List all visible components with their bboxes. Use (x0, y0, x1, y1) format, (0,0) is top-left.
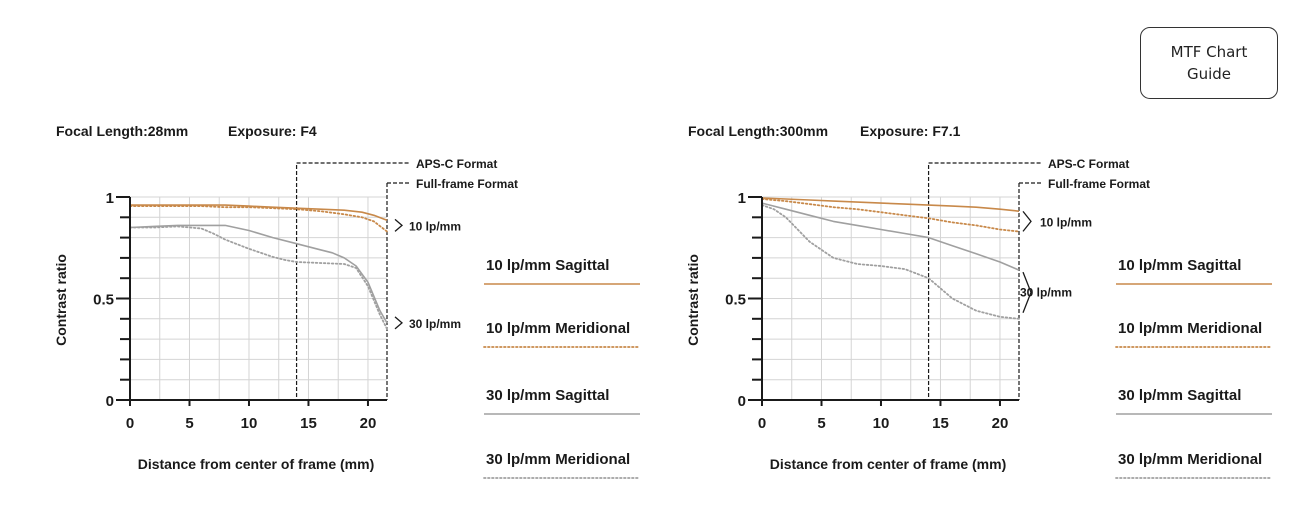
x-axis-title: Distance from center of frame (mm) (138, 456, 375, 472)
group-label: 30 lp/mm (1020, 285, 1072, 299)
format-label: APS-C Format (1048, 157, 1129, 171)
y-axis-title: Contrast ratio (53, 254, 69, 346)
x-tick-label: 0 (126, 415, 134, 432)
plot-axes (116, 196, 387, 406)
group-label: 10 lp/mm (409, 219, 461, 233)
format-markers: APS-C Format Full-frame Format (927, 157, 1150, 400)
frequency-group-labels: 10 lp/mm 30 lp/mm (394, 218, 461, 331)
x-tick-label: 5 (185, 415, 193, 432)
guide-button-line1: MTF Chart (1170, 43, 1248, 61)
y-tick-label: 0.5 (93, 292, 114, 309)
format-label: Full-frame Format (416, 177, 518, 191)
exposure-label: Exposure: F7.1 (860, 123, 961, 139)
legend-label: 30 lp/mm Meridional (486, 451, 630, 468)
plot-axes (748, 196, 1019, 406)
legend: 10 lp/mm Sagittal 10 lp/mm Meridional 30 l… (483, 257, 641, 479)
series-line-10-lp-mm-meridional (761, 198, 1020, 233)
x-tick-labels: 0 5 10 15 20 (126, 415, 376, 432)
plot-grid (762, 196, 1019, 400)
group-bracket (1022, 271, 1032, 313)
series-line-30-lp-mm-sagittal (129, 224, 388, 324)
frequency-group-labels: 10 lp/mm 30 lp/mm (1020, 210, 1092, 313)
series-line-10-lp-mm-sagittal (130, 204, 388, 222)
legend-label: 10 lp/mm Meridional (486, 320, 630, 337)
mtf-chart-28mm: Focal Length:28mm Exposure: F4 APS-C For… (53, 123, 641, 479)
format-label: Full-frame Format (1048, 177, 1150, 191)
focal-length-label: Focal Length:300mm (688, 123, 828, 139)
plot-grid (130, 196, 387, 400)
y-tick-label: 1 (738, 190, 746, 207)
x-tick-label: 15 (300, 415, 317, 432)
legend-label: 10 lp/mm Sagittal (1118, 257, 1241, 274)
legend-label: 10 lp/mm Sagittal (486, 257, 609, 274)
legend-label: 30 lp/mm Sagittal (486, 387, 609, 404)
exposure-label: Exposure: F4 (228, 123, 317, 139)
format-label: APS-C Format (416, 157, 497, 171)
x-axis-title: Distance from center of frame (mm) (770, 456, 1007, 472)
group-chevron (1022, 210, 1032, 232)
y-axis-title: Contrast ratio (685, 254, 701, 346)
x-tick-labels: 0 5 10 15 20 (758, 415, 1008, 432)
group-chevron (394, 218, 403, 232)
group-label: 10 lp/mm (1040, 215, 1092, 229)
x-tick-label: 15 (932, 415, 949, 432)
y-tick-label: 1 (106, 190, 114, 207)
series-line-10-lp-mm-meridional (129, 205, 388, 233)
x-tick-label: 5 (817, 415, 825, 432)
y-tick-labels: 00.51 (725, 190, 746, 410)
y-tick-label: 0 (738, 393, 746, 410)
legend-label: 30 lp/mm Sagittal (1118, 387, 1241, 404)
series-line-10-lp-mm-sagittal (761, 197, 1020, 212)
x-tick-label: 10 (873, 415, 890, 432)
focal-length-label: Focal Length:28mm (56, 123, 188, 139)
y-tick-labels: 00.51 (93, 190, 114, 410)
x-tick-label: 20 (992, 415, 1009, 432)
format-markers: APS-C Format Full-frame Format (295, 157, 518, 400)
legend: 10 lp/mm Sagittal 10 lp/mm Meridional 30 l… (1115, 257, 1273, 479)
x-tick-label: 0 (758, 415, 766, 432)
guide-button-line2: Guide (1186, 65, 1232, 83)
y-tick-label: 0.5 (725, 292, 746, 309)
group-label: 30 lp/mm (409, 317, 461, 331)
series-line-30-lp-mm-sagittal (761, 202, 1020, 271)
x-tick-label: 10 (241, 415, 258, 432)
mtf-chart-300mm: Focal Length:300mm Exposure: F7.1 APS-C … (685, 123, 1273, 479)
x-tick-label: 20 (360, 415, 377, 432)
series-lines (129, 204, 388, 330)
mtf-chart-guide-button[interactable]: MTF Chart Guide (1140, 27, 1278, 99)
legend-label: 30 lp/mm Meridional (1118, 451, 1262, 468)
legend-label: 10 lp/mm Meridional (1118, 320, 1262, 337)
series-lines (761, 197, 1020, 320)
series-line-30-lp-mm-meridional (129, 225, 388, 330)
group-chevron (394, 316, 403, 330)
y-tick-label: 0 (106, 393, 114, 410)
series-line-30-lp-mm-meridional (761, 204, 1020, 320)
